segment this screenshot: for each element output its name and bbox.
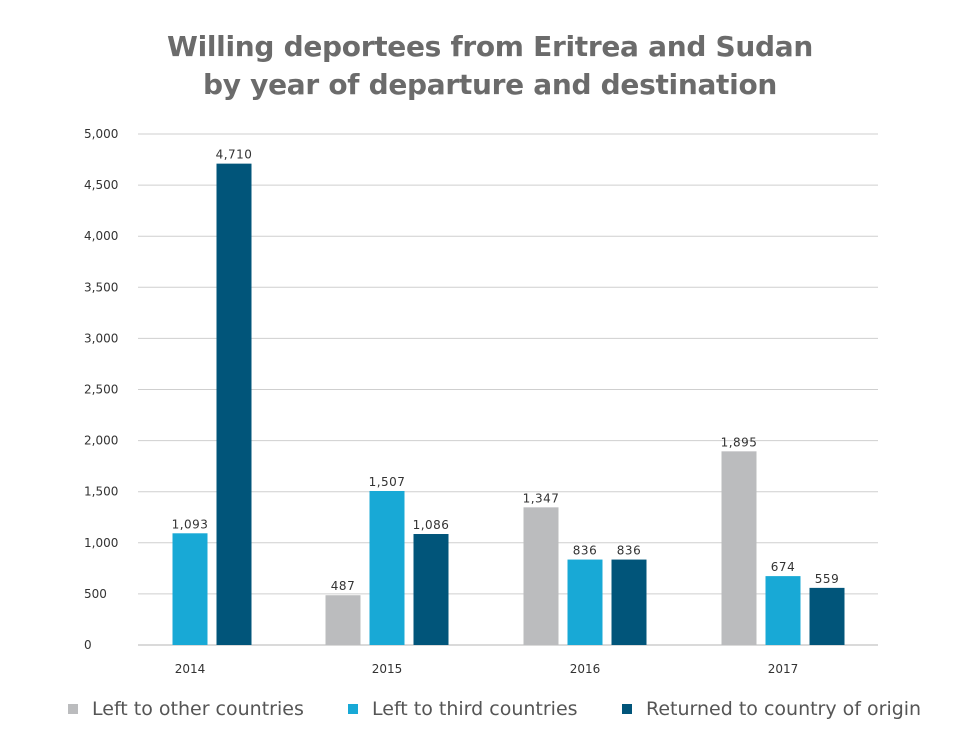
- bar: [611, 559, 647, 645]
- legend-item-other-countries: Left to other countries: [68, 698, 304, 720]
- y-tick-label: 3,500: [84, 280, 118, 294]
- y-tick-label: 0: [84, 638, 92, 652]
- y-tick-label: 1,500: [84, 485, 118, 499]
- bar: [216, 163, 252, 645]
- bar: [172, 533, 208, 645]
- bar: [413, 534, 449, 645]
- data-label: 1,347: [523, 491, 560, 505]
- y-tick-label: 4,000: [84, 229, 118, 243]
- bar: [369, 490, 405, 645]
- bar-chart: 0 500 1,000 1,500 2,000 2,500 3,000 3,500 4,000 4…: [84, 127, 878, 676]
- bar: [809, 587, 845, 645]
- data-label: 674: [771, 560, 795, 574]
- y-tick-label: 5,000: [84, 127, 118, 141]
- bar: [567, 559, 603, 645]
- data-label: 559: [815, 572, 839, 586]
- x-tick-label: 2016: [570, 662, 601, 676]
- legend-item-third-countries: Left to third countries: [348, 698, 578, 720]
- data-label: 1,895: [721, 435, 758, 449]
- data-label: 1,093: [172, 517, 209, 531]
- data-label: 1,086: [413, 518, 450, 532]
- y-tick-label: 2,000: [84, 434, 118, 448]
- y-tick-label: 4,500: [84, 178, 118, 192]
- legend-item-country-of-origin: Returned to country of origin: [622, 698, 921, 720]
- y-tick-label: 1,000: [84, 536, 118, 550]
- x-tick-label: 2017: [768, 662, 799, 676]
- y-tick-label: 3,000: [84, 331, 118, 345]
- bar: [765, 576, 801, 645]
- chart-title-line-2: by year of departure and destination: [202, 68, 778, 101]
- y-tick-label: 2,500: [84, 383, 118, 397]
- legend-label: Returned to country of origin: [646, 698, 922, 720]
- bar: [721, 451, 757, 645]
- legend-swatch: [348, 704, 358, 714]
- legend-swatch: [622, 704, 632, 714]
- data-label: 1,507: [369, 475, 406, 489]
- data-label: 487: [331, 579, 355, 593]
- chart-title-line-1: Willing deportees from Eritrea and Sudan: [166, 30, 813, 63]
- data-label: 836: [617, 544, 641, 558]
- x-tick-label: 2015: [372, 662, 403, 676]
- data-label: 4,710: [216, 148, 253, 162]
- y-tick-label: 500: [84, 587, 107, 601]
- chart-legend: Left to other countries Left to third co…: [0, 698, 980, 728]
- legend-swatch: [68, 704, 78, 714]
- bar: [325, 595, 361, 645]
- bar: [523, 507, 559, 645]
- legend-label: Left to third countries: [372, 698, 578, 720]
- chart-title: Willing deportees from Eritrea and Sudan…: [0, 28, 980, 104]
- legend-label: Left to other countries: [92, 698, 304, 720]
- x-tick-label: 2014: [175, 662, 206, 676]
- data-label: 836: [573, 544, 597, 558]
